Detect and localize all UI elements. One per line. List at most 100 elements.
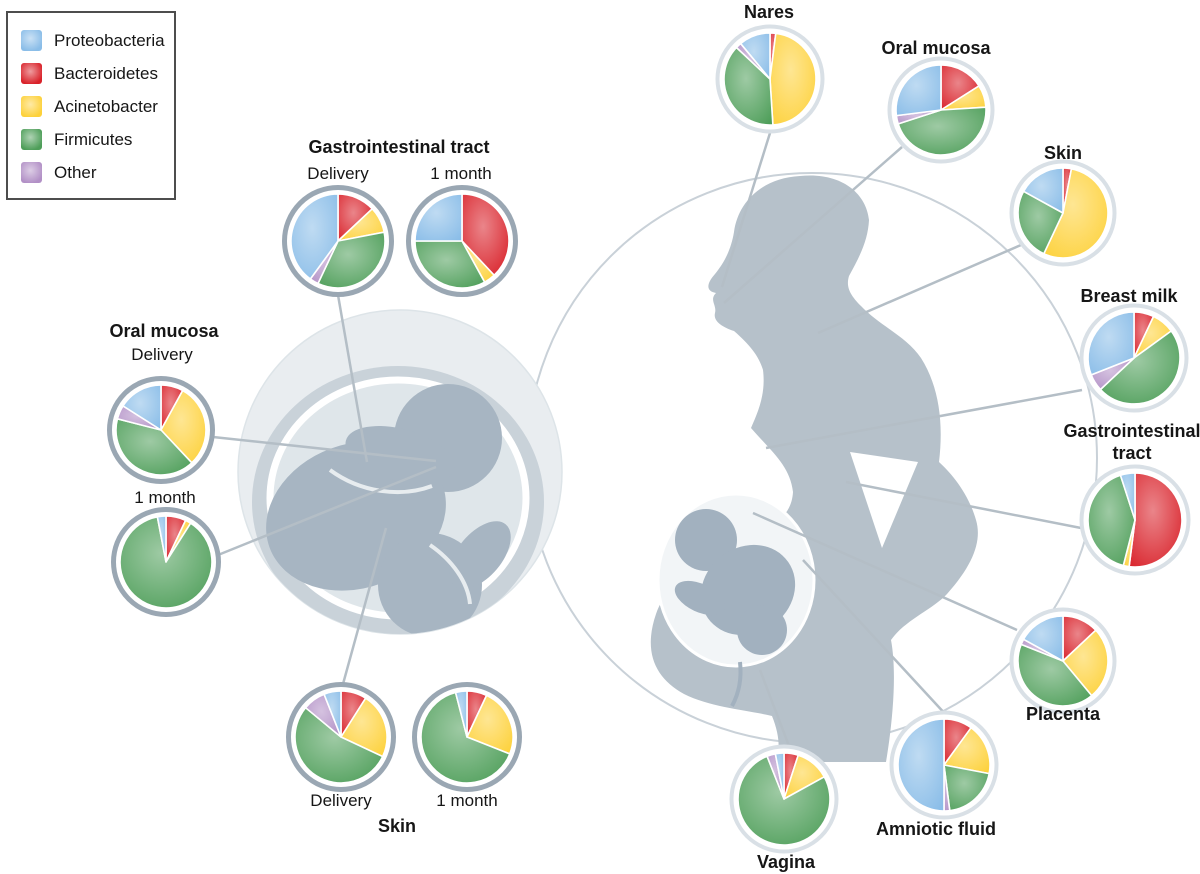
pie-chart-infant-oral-delivery [107, 376, 215, 484]
infant-oral-delivery-label: Delivery [131, 345, 193, 364]
pie-charts [107, 24, 1191, 854]
pie-chart-mother-placenta [1009, 607, 1117, 715]
proteobacteria-swatch-icon [21, 30, 42, 51]
pie-infant-oral-delivery-slice-acinetobacter [160, 389, 207, 464]
leader-line-mother-oral [723, 146, 903, 304]
mother-oral-title: Oral mucosa [881, 38, 991, 58]
pie-mother-breast-milk-slice-proteobacteria [1087, 311, 1135, 376]
pie-mother-gi-slice-proteobacteria [1119, 472, 1136, 521]
pie-chart-mother-nares [715, 24, 825, 134]
mother-nares-title: Nares [743, 2, 795, 22]
pie-mother-amniotic-slice-firmicutes [943, 764, 990, 812]
mother-gi-title-line1: Gastrointestinal [1063, 421, 1200, 441]
pie-mother-placenta-slice-firmicutes [1017, 643, 1093, 707]
leader-lines [212, 132, 1083, 747]
pie-infant-skin-1month-slice-firmicutes [420, 691, 511, 784]
pie-mother-vagina-slice-proteobacteria [774, 752, 785, 800]
legend-item-acinetobacter: Acinetobacter [21, 90, 174, 123]
leader-line-mother-placenta [752, 511, 1018, 632]
legend: Proteobacteria Bacteroidetes Acinetobact… [6, 11, 176, 200]
infant-skin-title: Skin [377, 816, 417, 836]
pie-mother-placenta-slice-acinetobacter [1062, 629, 1109, 697]
pie-chart-infant-oral-1month [111, 507, 221, 617]
pie-mother-amniotic-slice-acinetobacter [943, 726, 991, 775]
infant-oral-1month-label: 1 month [134, 488, 196, 507]
pie-mother-skin-slice-proteobacteria [1022, 167, 1064, 214]
pie-infant-oral-1month-slice-proteobacteria [156, 515, 167, 563]
legend-item-firmicutes: Firmicutes [21, 123, 174, 156]
infant-zoom-content [252, 366, 544, 634]
pie-mother-nares-slice-acinetobacter [769, 32, 817, 126]
pie-infant-skin-delivery-slice-proteobacteria [323, 690, 342, 738]
legend-item-proteobacteria: Proteobacteria [21, 24, 174, 57]
fetus-leg-highlight [428, 543, 472, 605]
infant-oral-title: Oral mucosa [109, 321, 219, 341]
leader-line-mother-amniotic [802, 559, 949, 718]
leader-line-mother-skin [817, 243, 1022, 335]
leader-line-infant-gi [336, 294, 369, 463]
pie-chart-infant-gi-1month [406, 185, 518, 297]
pie-infant-oral-delivery-slice-proteobacteria [122, 384, 162, 431]
pie-infant-skin-1month-slice-acinetobacter [466, 694, 514, 755]
infant-gi-delivery-label: Delivery [307, 164, 369, 183]
legend-label: Firmicutes [54, 129, 133, 149]
pie-infant-skin-1month-slice-proteobacteria [454, 690, 468, 738]
pie-mother-oral-slice-bacteroidetes [940, 64, 980, 111]
pie-infant-gi-1month-slice-bacteroidetes [461, 193, 510, 277]
bacteroidetes-swatch-icon [21, 63, 42, 84]
pie-infant-oral-delivery-slice-firmicutes [115, 418, 193, 476]
pie-chart-mother-vagina [729, 744, 839, 854]
mother-vagina-title: Vagina [756, 852, 816, 872]
leader-line-infant-skin [341, 527, 388, 685]
fetus-in-womb-silhouette [674, 509, 796, 707]
legend-label: Other [54, 162, 97, 182]
pie-chart-infant-skin-delivery [286, 682, 396, 792]
other-swatch-icon [21, 162, 42, 183]
pie-mother-placenta-slice-proteobacteria [1022, 615, 1064, 662]
pie-mother-nares-slice-firmicutes [723, 46, 774, 126]
legend-label: Acinetobacter [54, 96, 158, 116]
mother-breast-milk-title: Breast milk [1080, 286, 1178, 306]
pie-chart-mother-amniotic [889, 710, 999, 820]
legend-label: Proteobacteria [54, 30, 165, 50]
infant-skin-1month-label: 1 month [436, 791, 498, 810]
leader-line-mother-breast-milk [765, 388, 1083, 450]
pie-infant-gi-1month-slice-proteobacteria [414, 193, 463, 242]
leader-line-mother-nares [720, 132, 772, 288]
pie-chart-mother-skin [1009, 159, 1117, 267]
mother-skin-title: Skin [1043, 143, 1083, 163]
pie-infant-gi-delivery-slice-proteobacteria [290, 193, 339, 280]
infant-gi-title: Gastrointestinal tract [308, 137, 490, 157]
pie-chart-infant-skin-1month [412, 682, 522, 792]
mother-gi-title: Gastrointestinal tract [1063, 420, 1200, 464]
legend-item-other: Other [21, 156, 174, 189]
pie-mother-amniotic-slice-proteobacteria [897, 718, 945, 812]
pie-chart-mother-gi [1079, 464, 1191, 576]
pie-mother-oral-slice-proteobacteria [895, 64, 942, 117]
legend-label: Bacteroidetes [54, 63, 158, 83]
acinetobacter-swatch-icon [21, 96, 42, 117]
leader-line-mother-gi [845, 480, 1082, 530]
leader-line-infant-oral-1month [217, 465, 437, 557]
pie-mother-skin-slice-acinetobacter [1043, 168, 1109, 259]
pie-chart-mother-oral [887, 56, 995, 164]
pie-infant-gi-delivery-slice-firmicutes [317, 231, 386, 289]
pie-mother-gi-slice-bacteroidetes [1128, 472, 1183, 568]
pie-chart-infant-gi-delivery [282, 185, 394, 297]
firmicutes-swatch-icon [21, 129, 42, 150]
infant-skin-delivery-label: Delivery [310, 791, 372, 810]
pie-infant-gi-1month-slice-firmicutes [414, 240, 486, 289]
mother-amniotic-title: Amniotic fluid [876, 819, 996, 839]
leader-line-infant-oral-delivery [212, 435, 437, 463]
pie-mother-gi-slice-firmicutes [1087, 474, 1136, 567]
infant-gi-1month-label: 1 month [430, 164, 492, 183]
arm-gap-shape [850, 452, 918, 548]
pie-mother-oral-slice-firmicutes [897, 106, 987, 156]
mother-placenta-title: Placenta [1025, 704, 1101, 724]
pie-infant-skin-delivery-slice-firmicutes [294, 706, 384, 784]
pie-mother-nares-slice-proteobacteria [739, 32, 771, 80]
pie-mother-vagina-slice-firmicutes [737, 755, 831, 846]
mother-gi-title-line2: tract [1112, 443, 1152, 463]
